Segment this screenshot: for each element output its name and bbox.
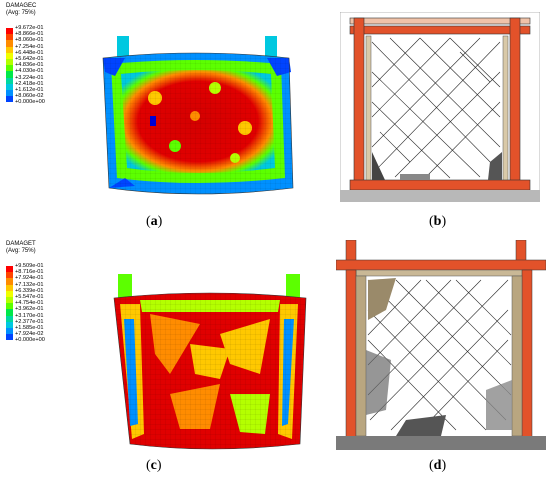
legend-value: +1.585e-01 — [15, 325, 44, 332]
caption-a: (a) — [146, 214, 163, 229]
legend-swatch — [6, 52, 13, 59]
caption-letter: d — [433, 458, 442, 473]
legend-values: +9.672e-01 +8.866e-01 +8.060e-01 +7.254e-01… — [15, 25, 45, 106]
legend-subtitle: (Avg: 75%) — [6, 248, 36, 254]
legend-value: +8.866e-01 — [15, 31, 44, 38]
legend-value: +3.224e-01 — [15, 74, 44, 81]
legend-swatch — [6, 83, 13, 90]
legend-damaget: DAMAGET (Avg: 75%) +9.509e-01 +8.716e-01 +… — [6, 241, 66, 344]
legend-swatch — [6, 303, 13, 310]
legend-swatch — [6, 96, 13, 103]
legend-value: +7.132e-01 — [15, 281, 44, 288]
fe-model-compression-damage — [102, 36, 294, 195]
legend-title: DAMAGEC — [6, 3, 37, 9]
legend-swatch — [6, 321, 13, 328]
legend-swatch — [6, 290, 13, 297]
legend-value: +0.000e+00 — [15, 337, 45, 344]
legend-value: +5.642e-01 — [15, 56, 44, 63]
legend-title: DAMAGET — [6, 241, 36, 247]
legend-color-bar — [6, 266, 13, 341]
caption-b: (b) — [429, 214, 447, 229]
legend-value: +4.754e-01 — [15, 300, 44, 307]
legend-value: +3.170e-01 — [15, 312, 44, 319]
legend-swatch — [6, 334, 13, 341]
legend-value: +2.418e-01 — [15, 80, 44, 87]
caption-d: (d) — [429, 458, 447, 473]
fe-model-tension-damage — [113, 274, 307, 450]
caption-letter: b — [433, 214, 442, 229]
legend-swatch — [6, 71, 13, 78]
legend-value: +5.547e-01 — [15, 294, 44, 301]
legend-value: +8.716e-01 — [15, 269, 44, 276]
legend-swatch — [6, 77, 13, 84]
caption-letter: c — [150, 458, 157, 473]
legend-color-bar — [6, 28, 13, 103]
legend-value: +4.836e-01 — [15, 62, 44, 69]
legend-swatch — [6, 284, 13, 291]
legend-value: +1.612e-01 — [15, 87, 44, 94]
legend-value: +7.924e-02 — [15, 331, 44, 338]
legend-subtitle: (Avg: 75%) — [6, 10, 36, 16]
legend-damagec: DAMAGEC (Avg: 75%) +9.672e-01 +8.866e-01 +… — [6, 3, 66, 106]
legend-value: +7.924e-01 — [15, 275, 44, 282]
legend-swatch — [6, 272, 13, 279]
legend-value: +6.448e-01 — [15, 49, 44, 56]
legend-swatch — [6, 296, 13, 304]
legend-swatch — [6, 28, 13, 35]
experimental-specimen-photo-b — [340, 12, 540, 202]
legend-swatch — [6, 89, 13, 97]
caption-c: (c) — [146, 458, 162, 473]
legend-value: +8.060e-02 — [15, 93, 44, 100]
legend-value: +0.000e+00 — [15, 99, 45, 106]
caption-letter: a — [150, 214, 158, 229]
legend-value: +6.339e-01 — [15, 287, 44, 294]
legend-values: +9.509e-01 +8.716e-01 +7.924e-01 +7.132e-01… — [15, 263, 45, 344]
experimental-specimen-photo-d — [336, 240, 546, 450]
legend-swatch — [6, 58, 13, 66]
legend-value: +8.060e-01 — [15, 37, 44, 44]
legend-swatch — [6, 315, 13, 322]
legend-swatch — [6, 327, 13, 335]
legend-value: +4.030e-01 — [15, 68, 44, 75]
legend-value: +7.254e-01 — [15, 43, 44, 50]
legend-swatch — [6, 309, 13, 316]
legend-value: +9.672e-01 — [15, 25, 44, 31]
legend-swatch — [6, 65, 13, 72]
legend-value: +9.509e-01 — [15, 263, 44, 269]
legend-swatch — [6, 266, 13, 273]
legend-swatch — [6, 34, 13, 41]
legend-value: +3.962e-01 — [15, 306, 44, 313]
legend-swatch — [6, 278, 13, 285]
legend-swatch — [6, 46, 13, 53]
legend-swatch — [6, 40, 13, 47]
legend-value: +2.377e-01 — [15, 318, 44, 325]
